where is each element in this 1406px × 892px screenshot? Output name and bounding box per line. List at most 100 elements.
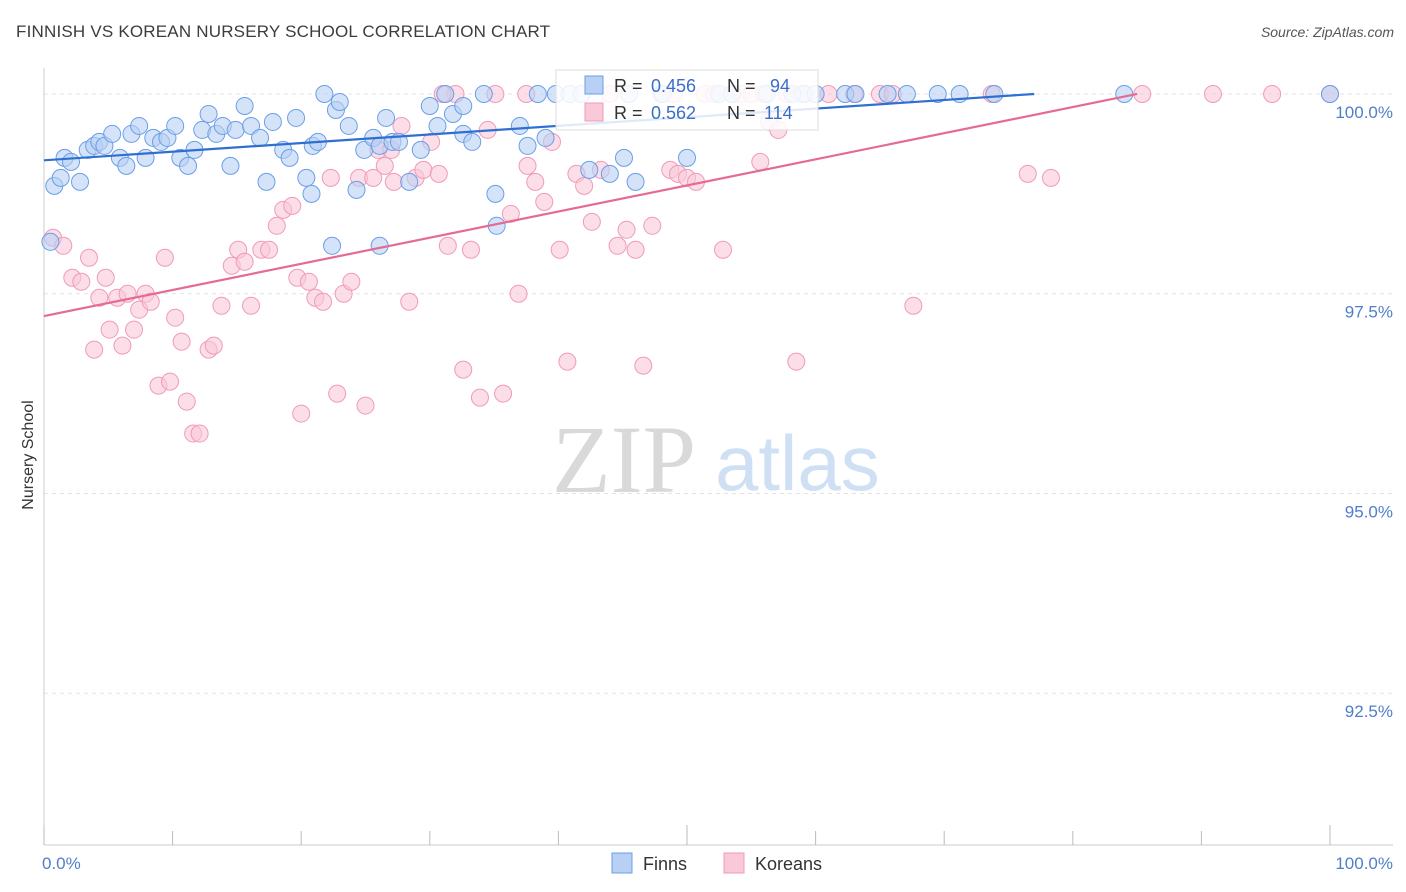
legend-finns-n-value: 94 (770, 76, 790, 96)
finns-point (928, 84, 947, 103)
source-label: Source: ZipAtlas.com (1260, 24, 1394, 40)
koreans-point (90, 288, 109, 307)
y-axis-title: Nursery School (20, 400, 37, 509)
series-legend: Finns Koreans (611, 852, 822, 874)
finns-point (400, 172, 419, 191)
koreans-point (314, 292, 333, 311)
koreans-point (80, 248, 99, 267)
koreans-point (72, 272, 91, 291)
koreans-point (714, 240, 733, 259)
koreans-point (392, 116, 411, 135)
koreans-point (526, 172, 545, 191)
koreans-point (429, 164, 448, 183)
finns-point (179, 156, 198, 175)
finns-point (323, 236, 342, 255)
legend-koreans-r-value: 0.562 (651, 103, 696, 123)
koreans-point (141, 292, 160, 311)
finns-point (510, 116, 529, 135)
x-tick-label-max: 100.0% (1335, 854, 1393, 873)
correlation-legend: R = 0.456 N = 94 R = 0.562 N = 114 (555, 69, 819, 131)
finns-point (377, 108, 396, 127)
legend-koreans-r-label: R = (614, 103, 643, 123)
koreans-point (155, 248, 174, 267)
koreans-point (617, 220, 636, 239)
koreans-point (356, 396, 375, 415)
finns-point (897, 84, 916, 103)
finns-point (528, 84, 547, 103)
finns-point (117, 156, 136, 175)
finns-point (614, 148, 633, 167)
koreans-point (375, 156, 394, 175)
finns-point (251, 128, 270, 147)
koreans-point (177, 392, 196, 411)
finns-point (257, 172, 276, 191)
koreans-point (328, 384, 347, 403)
y-tick-label: 97.5% (1345, 303, 1393, 322)
watermark-atlas: atlas (715, 419, 880, 507)
bottom-legend-koreans-label[interactable]: Koreans (755, 854, 822, 874)
finns-point (242, 116, 261, 135)
koreans-points (44, 84, 1339, 443)
koreans-point (321, 168, 340, 187)
koreans-point (204, 336, 223, 355)
legend-koreans-n-value: 114 (764, 103, 793, 123)
finns-point (297, 168, 316, 187)
koreans-point (113, 336, 132, 355)
koreans-point (582, 212, 601, 231)
finns-point (287, 108, 306, 127)
koreans-point (283, 196, 302, 215)
finns-point (626, 172, 645, 191)
koreans-point (172, 332, 191, 351)
legend-swatch-finns (584, 75, 604, 95)
finns-point (474, 84, 493, 103)
finns-point (235, 96, 254, 115)
koreans-point (400, 292, 419, 311)
finns-point (221, 156, 240, 175)
bottom-legend-swatch-finns[interactable] (611, 852, 633, 874)
y-tick-label: 95.0% (1345, 502, 1393, 521)
x-tick-label-min: 0.0% (42, 854, 81, 873)
finns-point (600, 164, 619, 183)
gridlines (44, 93, 1393, 694)
koreans-point (125, 320, 144, 339)
axes (43, 68, 1393, 846)
koreans-point (518, 156, 537, 175)
finns-point (486, 184, 505, 203)
finns-point (51, 168, 70, 187)
finns-point (1115, 84, 1134, 103)
bottom-legend-finns-label[interactable]: Finns (643, 854, 687, 874)
koreans-point (260, 240, 279, 259)
finns-point (463, 132, 482, 151)
finns-point (536, 128, 555, 147)
finns-point (846, 84, 865, 103)
legend-koreans-n-label: N = (727, 103, 756, 123)
finns-point (166, 116, 185, 135)
koreans-point (1041, 168, 1060, 187)
finns-trend-line (43, 92, 1035, 162)
koreans-point (494, 384, 513, 403)
finns-point (411, 140, 430, 159)
finns-point (302, 184, 321, 203)
finns-point (71, 172, 90, 191)
legend-swatch-koreans (584, 102, 604, 122)
finns-point (420, 96, 439, 115)
koreans-point (414, 160, 433, 179)
koreans-point (364, 168, 383, 187)
koreans-point (608, 236, 627, 255)
finns-point (280, 148, 299, 167)
legend-finns-n-label: N = (727, 76, 756, 96)
watermark-zip: ZIP (552, 406, 696, 513)
koreans-point (751, 152, 770, 171)
koreans-point (85, 340, 104, 359)
koreans-point (558, 352, 577, 371)
bottom-legend-swatch-koreans[interactable] (723, 852, 745, 874)
koreans-point (904, 296, 923, 315)
koreans-point (1263, 84, 1282, 103)
finns-point (103, 124, 122, 143)
koreans-point (575, 176, 594, 195)
koreans-point (1203, 84, 1222, 103)
koreans-point (1018, 164, 1037, 183)
finns-point (130, 116, 149, 135)
koreans-point (438, 236, 457, 255)
koreans-point (342, 272, 361, 291)
